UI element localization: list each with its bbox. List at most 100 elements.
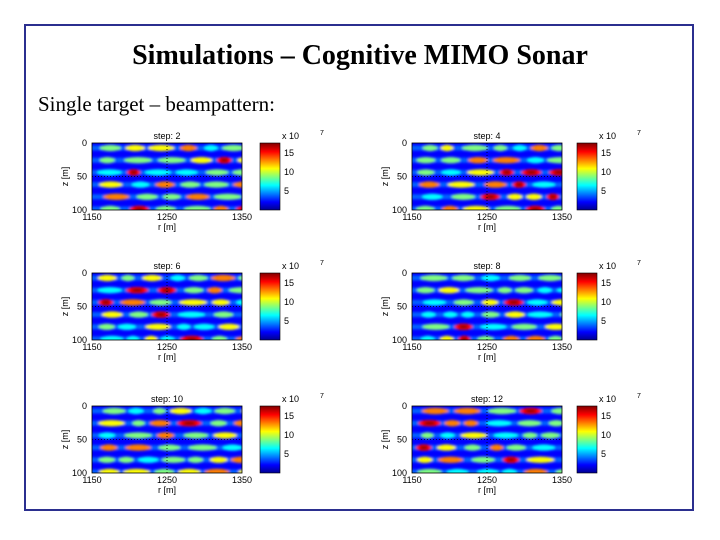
- heat-blob: [419, 181, 440, 188]
- heat-blob: [204, 181, 229, 188]
- heat-blob: [560, 312, 562, 317]
- heat-blob: [97, 169, 122, 176]
- heat-peak: [515, 183, 523, 187]
- y-tick-label: 100: [72, 205, 87, 215]
- colorbar-tick-label: 5: [284, 316, 289, 326]
- heat-blob: [526, 335, 545, 340]
- heat-blob: [189, 274, 208, 282]
- heat-blob: [438, 456, 464, 463]
- heat-blob: [180, 181, 200, 188]
- x-tick-label: 1150: [402, 212, 421, 222]
- heat-blob: [417, 169, 435, 176]
- colorbar-exponent: x 10: [599, 131, 616, 141]
- heat-blob: [422, 407, 449, 415]
- heat-blob: [101, 311, 123, 318]
- y-axis-label: z [m]: [380, 297, 390, 317]
- heat-blob: [148, 144, 175, 152]
- band: [92, 408, 242, 414]
- y-tick-label: 0: [402, 138, 407, 148]
- heat-blob: [421, 335, 435, 340]
- heat-blob: [437, 444, 456, 451]
- y-tick-label: 100: [392, 205, 407, 215]
- heat-blob: [119, 456, 134, 463]
- heat-blob: [438, 287, 459, 294]
- heat-blob: [481, 274, 500, 282]
- heat-blob: [454, 299, 474, 306]
- x-tick-label: 1150: [82, 475, 101, 485]
- colorbar-tick-label: 15: [284, 411, 294, 421]
- colorbar-tick-label: 15: [601, 148, 611, 158]
- heat-blob: [125, 444, 151, 451]
- heat-blob: [121, 274, 135, 282]
- heat-blob: [526, 456, 555, 463]
- heatmap: [412, 273, 562, 340]
- heat-blob: [170, 274, 185, 282]
- plot-frame: [411, 405, 563, 474]
- beampattern-panel: step: 12 0 50 100 z [m] 1150 1250 1350 r [m] 15 10…: [380, 393, 641, 495]
- heat-blob: [422, 193, 443, 200]
- heat-blob: [555, 469, 562, 473]
- heat-peak: [162, 288, 172, 292]
- x-tick-label: 1250: [157, 212, 177, 222]
- heat-blob: [460, 432, 488, 439]
- heat-blob: [490, 444, 504, 451]
- colorbar-scale: [259, 405, 281, 474]
- heat-blob: [505, 311, 525, 318]
- band: [412, 408, 562, 414]
- y-tick-label: 50: [77, 172, 87, 182]
- heat-blob: [440, 432, 455, 439]
- heat-blob: [153, 407, 166, 415]
- heat-blob: [467, 169, 494, 176]
- heat-blob: [186, 193, 210, 200]
- y-tick-label: 0: [82, 138, 87, 148]
- heat-blob: [463, 420, 478, 427]
- heat-peak: [508, 300, 519, 304]
- colorbar-exponent-power: 7: [320, 130, 324, 137]
- colorbar-tick-label: 15: [284, 278, 294, 288]
- colorbar-tick-label: 15: [284, 148, 294, 158]
- heat-blob: [447, 181, 475, 188]
- colorbar-tick-label: 5: [601, 186, 606, 196]
- heat-blob: [471, 456, 495, 463]
- colorbar-exponent-power: 7: [320, 260, 324, 267]
- heat-blob: [103, 193, 130, 200]
- colorbar-tick-label: 15: [601, 411, 611, 421]
- heat-blob: [183, 432, 209, 439]
- heat-blob: [480, 323, 507, 330]
- heat-peak: [131, 288, 143, 292]
- heat-blob: [502, 468, 517, 473]
- heat-blob: [212, 335, 227, 340]
- heat-blob: [422, 144, 438, 152]
- colorbar: 15 10 5 x 10 7: [576, 393, 641, 474]
- heat-blob: [120, 299, 146, 306]
- heat-blob: [99, 432, 116, 439]
- heat-blob: [155, 181, 175, 188]
- colorbar: 15 10 5 x 10 7: [259, 260, 324, 341]
- heat-blob: [175, 169, 198, 176]
- y-tick-label: 0: [82, 401, 87, 411]
- heatmap: [412, 143, 562, 210]
- slide-title: Simulations – Cognitive MIMO Sonar: [132, 40, 588, 71]
- heat-peak: [553, 170, 562, 174]
- heat-peak: [102, 300, 110, 304]
- heat-blob: [503, 335, 520, 340]
- heat-peak: [458, 325, 469, 329]
- heat-blob: [125, 144, 145, 152]
- x-tick-label: 1250: [477, 475, 497, 485]
- heat-blob: [461, 311, 474, 318]
- colorbar-exponent: x 10: [599, 261, 616, 271]
- heat-blob: [179, 299, 207, 306]
- heat-blob: [507, 193, 523, 200]
- heat-blob: [232, 169, 242, 176]
- panel-title: step: 2: [153, 131, 180, 141]
- heat-peak: [530, 207, 540, 210]
- heat-blob: [150, 299, 172, 306]
- colorbar-exponent: x 10: [282, 394, 299, 404]
- colorbar-exponent: x 10: [282, 131, 299, 141]
- heat-blob: [195, 407, 212, 415]
- heat-blob: [230, 456, 242, 463]
- heat-blob: [441, 157, 461, 164]
- x-tick-label: 1350: [552, 212, 572, 222]
- heat-blob: [444, 420, 460, 427]
- colorbar: 15 10 5 x 10 7: [576, 130, 641, 211]
